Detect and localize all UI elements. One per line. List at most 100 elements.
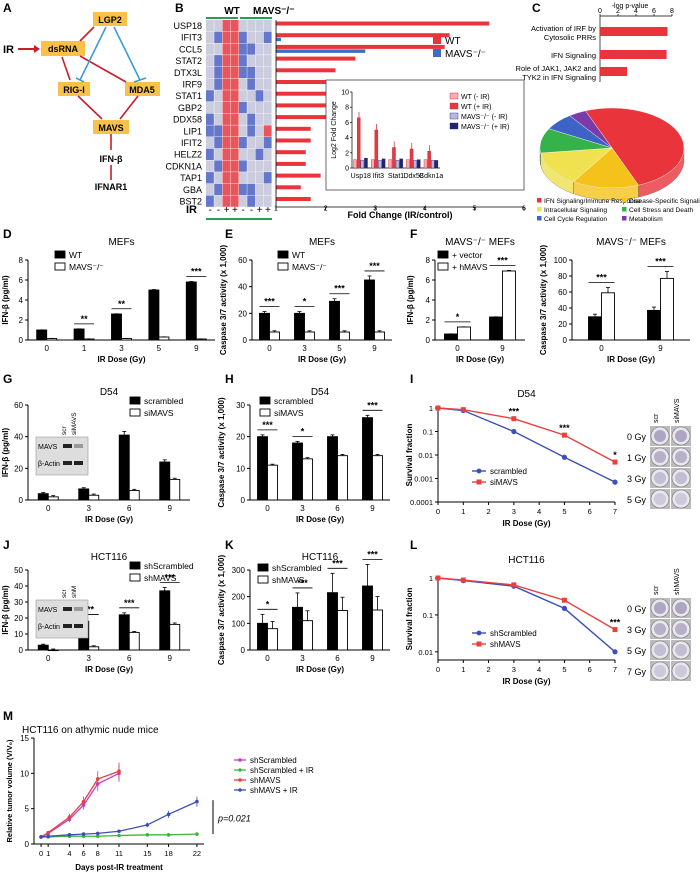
- data-point: [67, 815, 72, 819]
- y-tick-label: 0.01: [418, 451, 433, 460]
- x-axis-label: IR Dose (Gy): [298, 355, 346, 364]
- heatmap-cell: [263, 172, 272, 184]
- blot-band: [74, 461, 83, 465]
- gene-label: BST2: [179, 197, 202, 207]
- node-ifnar1: IFNAR1: [95, 182, 128, 192]
- y-tick-label: 1: [429, 574, 433, 583]
- legend-swatch-mavs: [433, 49, 441, 57]
- data-point: [166, 833, 171, 837]
- legend-label: shMAVS: [144, 573, 177, 583]
- ir-sign: -: [241, 205, 244, 216]
- panel-title: HCT116 on athymic nude mice: [22, 725, 159, 736]
- x-tick-label: 3: [373, 206, 377, 213]
- bar-series-2: [457, 326, 471, 341]
- legend-label: shMAVS + IR: [250, 786, 298, 795]
- bar-series-2: [337, 610, 348, 651]
- sig-marker: ***: [596, 272, 607, 282]
- plate-row-label: 5 Gy: [627, 495, 647, 505]
- heatmap-cell: [255, 125, 264, 137]
- x-tick-label: 8: [96, 849, 100, 858]
- x-tick-label: 2: [486, 507, 490, 516]
- blot-band: [74, 624, 83, 628]
- colony-density: [675, 493, 687, 505]
- x-axis-label: Days post-IR treatment: [75, 863, 163, 872]
- data-point: [511, 582, 517, 588]
- legend-label: shMAVS: [272, 575, 305, 585]
- heatmap-cell: [222, 66, 231, 79]
- heatmap-cell: [206, 148, 214, 160]
- legend-label: MAVS⁻/⁻ (- IR): [461, 114, 508, 121]
- legend-swatch: [54, 262, 66, 271]
- y-axis-label: Caspase 3/7 activity (x 1,000): [219, 245, 228, 356]
- heatmap-cell: [263, 183, 272, 196]
- x-tick-label: 3: [302, 344, 307, 353]
- x-axis-label: IR Dose (Gy): [456, 355, 504, 364]
- y-tick-label: 2: [19, 316, 24, 325]
- legend-swatch: [537, 198, 542, 203]
- heatmap-cell: [263, 160, 272, 172]
- x-tick-label: 6: [335, 654, 340, 663]
- heatmap-cell: [255, 66, 264, 79]
- colony-density: [675, 430, 687, 442]
- plate-well: [650, 640, 670, 660]
- legend-label: shScrambled + IR: [250, 766, 314, 775]
- x-tick-label: 2: [324, 206, 328, 213]
- legend-label: + hMAVS: [452, 262, 488, 272]
- y-tick-label: 20: [14, 464, 23, 473]
- heatmap-cell: [206, 31, 214, 43]
- y-tick-label: 15: [20, 734, 29, 743]
- x-tick-label: Usp18: [351, 173, 371, 180]
- panel-label: D: [3, 227, 12, 241]
- heatmap-cell: [206, 90, 214, 102]
- legend-swatch: [437, 250, 449, 259]
- x-tick-label: 8: [670, 8, 674, 15]
- inset-bar: [409, 148, 414, 169]
- series-line: [437, 407, 616, 463]
- y-tick-label: 20: [238, 309, 247, 318]
- x-tick-label: 0: [436, 665, 440, 674]
- bar-series-2: [267, 628, 278, 651]
- x-tick-label: 0: [599, 344, 604, 353]
- legend-swatch-wt: [433, 36, 441, 44]
- x-tick-label: 3: [87, 654, 92, 663]
- data-point: [561, 432, 567, 438]
- y-tick-label: 60: [14, 401, 23, 410]
- sig-marker: ***: [83, 605, 94, 615]
- heatmap-cell: [247, 55, 256, 67]
- heatmap-cell: [247, 66, 256, 79]
- bar-wt: [276, 173, 321, 178]
- sig-marker: **: [118, 299, 126, 309]
- blot-band: [74, 444, 83, 448]
- heatmap-cell: [239, 31, 247, 43]
- data-point: [46, 834, 50, 839]
- heatmap-cell: [222, 78, 231, 90]
- bar-series-2: [269, 331, 280, 341]
- plate-well: [650, 468, 670, 488]
- plate-row-label: 5 Gy: [627, 646, 647, 656]
- heatmap-cell: [214, 78, 223, 90]
- y-tick-label: 6: [345, 120, 349, 127]
- plate-row-label: 3 Gy: [627, 474, 647, 484]
- y-tick-label: 8: [345, 105, 349, 112]
- gene-label: STAT2: [175, 56, 202, 66]
- sig-marker: ***: [655, 256, 666, 266]
- heatmap-cell: [247, 183, 256, 196]
- x-tick-label: 3: [512, 507, 516, 516]
- heatmap-cell: [263, 66, 272, 79]
- bar-series-2: [372, 455, 383, 501]
- heatmap-cell: [214, 137, 223, 149]
- heatmap-cell: [206, 43, 214, 55]
- legend-swatch: [257, 563, 269, 572]
- x-tick-label: 4: [537, 665, 541, 674]
- y-tick-label: 200: [232, 593, 246, 602]
- legend-label: Disease-Specific Signaling: [629, 198, 700, 205]
- bar-series-2: [660, 277, 674, 341]
- heatmap-cell: [263, 31, 272, 43]
- heatmap-cell: [230, 55, 239, 67]
- heatmap-cell: [247, 113, 256, 125]
- panel-f-caspase: MAVS⁻/⁻ MEFs 0 20 40 60 80 100 Caspase 3/7 acti…: [539, 237, 690, 364]
- panel-b: B WT MAVS⁻/⁻ USP18IFIT3CCL5STAT2DTX3LIRF…: [165, 1, 526, 220]
- y-tick-label: 8: [19, 256, 24, 265]
- bar-wt: [276, 68, 336, 73]
